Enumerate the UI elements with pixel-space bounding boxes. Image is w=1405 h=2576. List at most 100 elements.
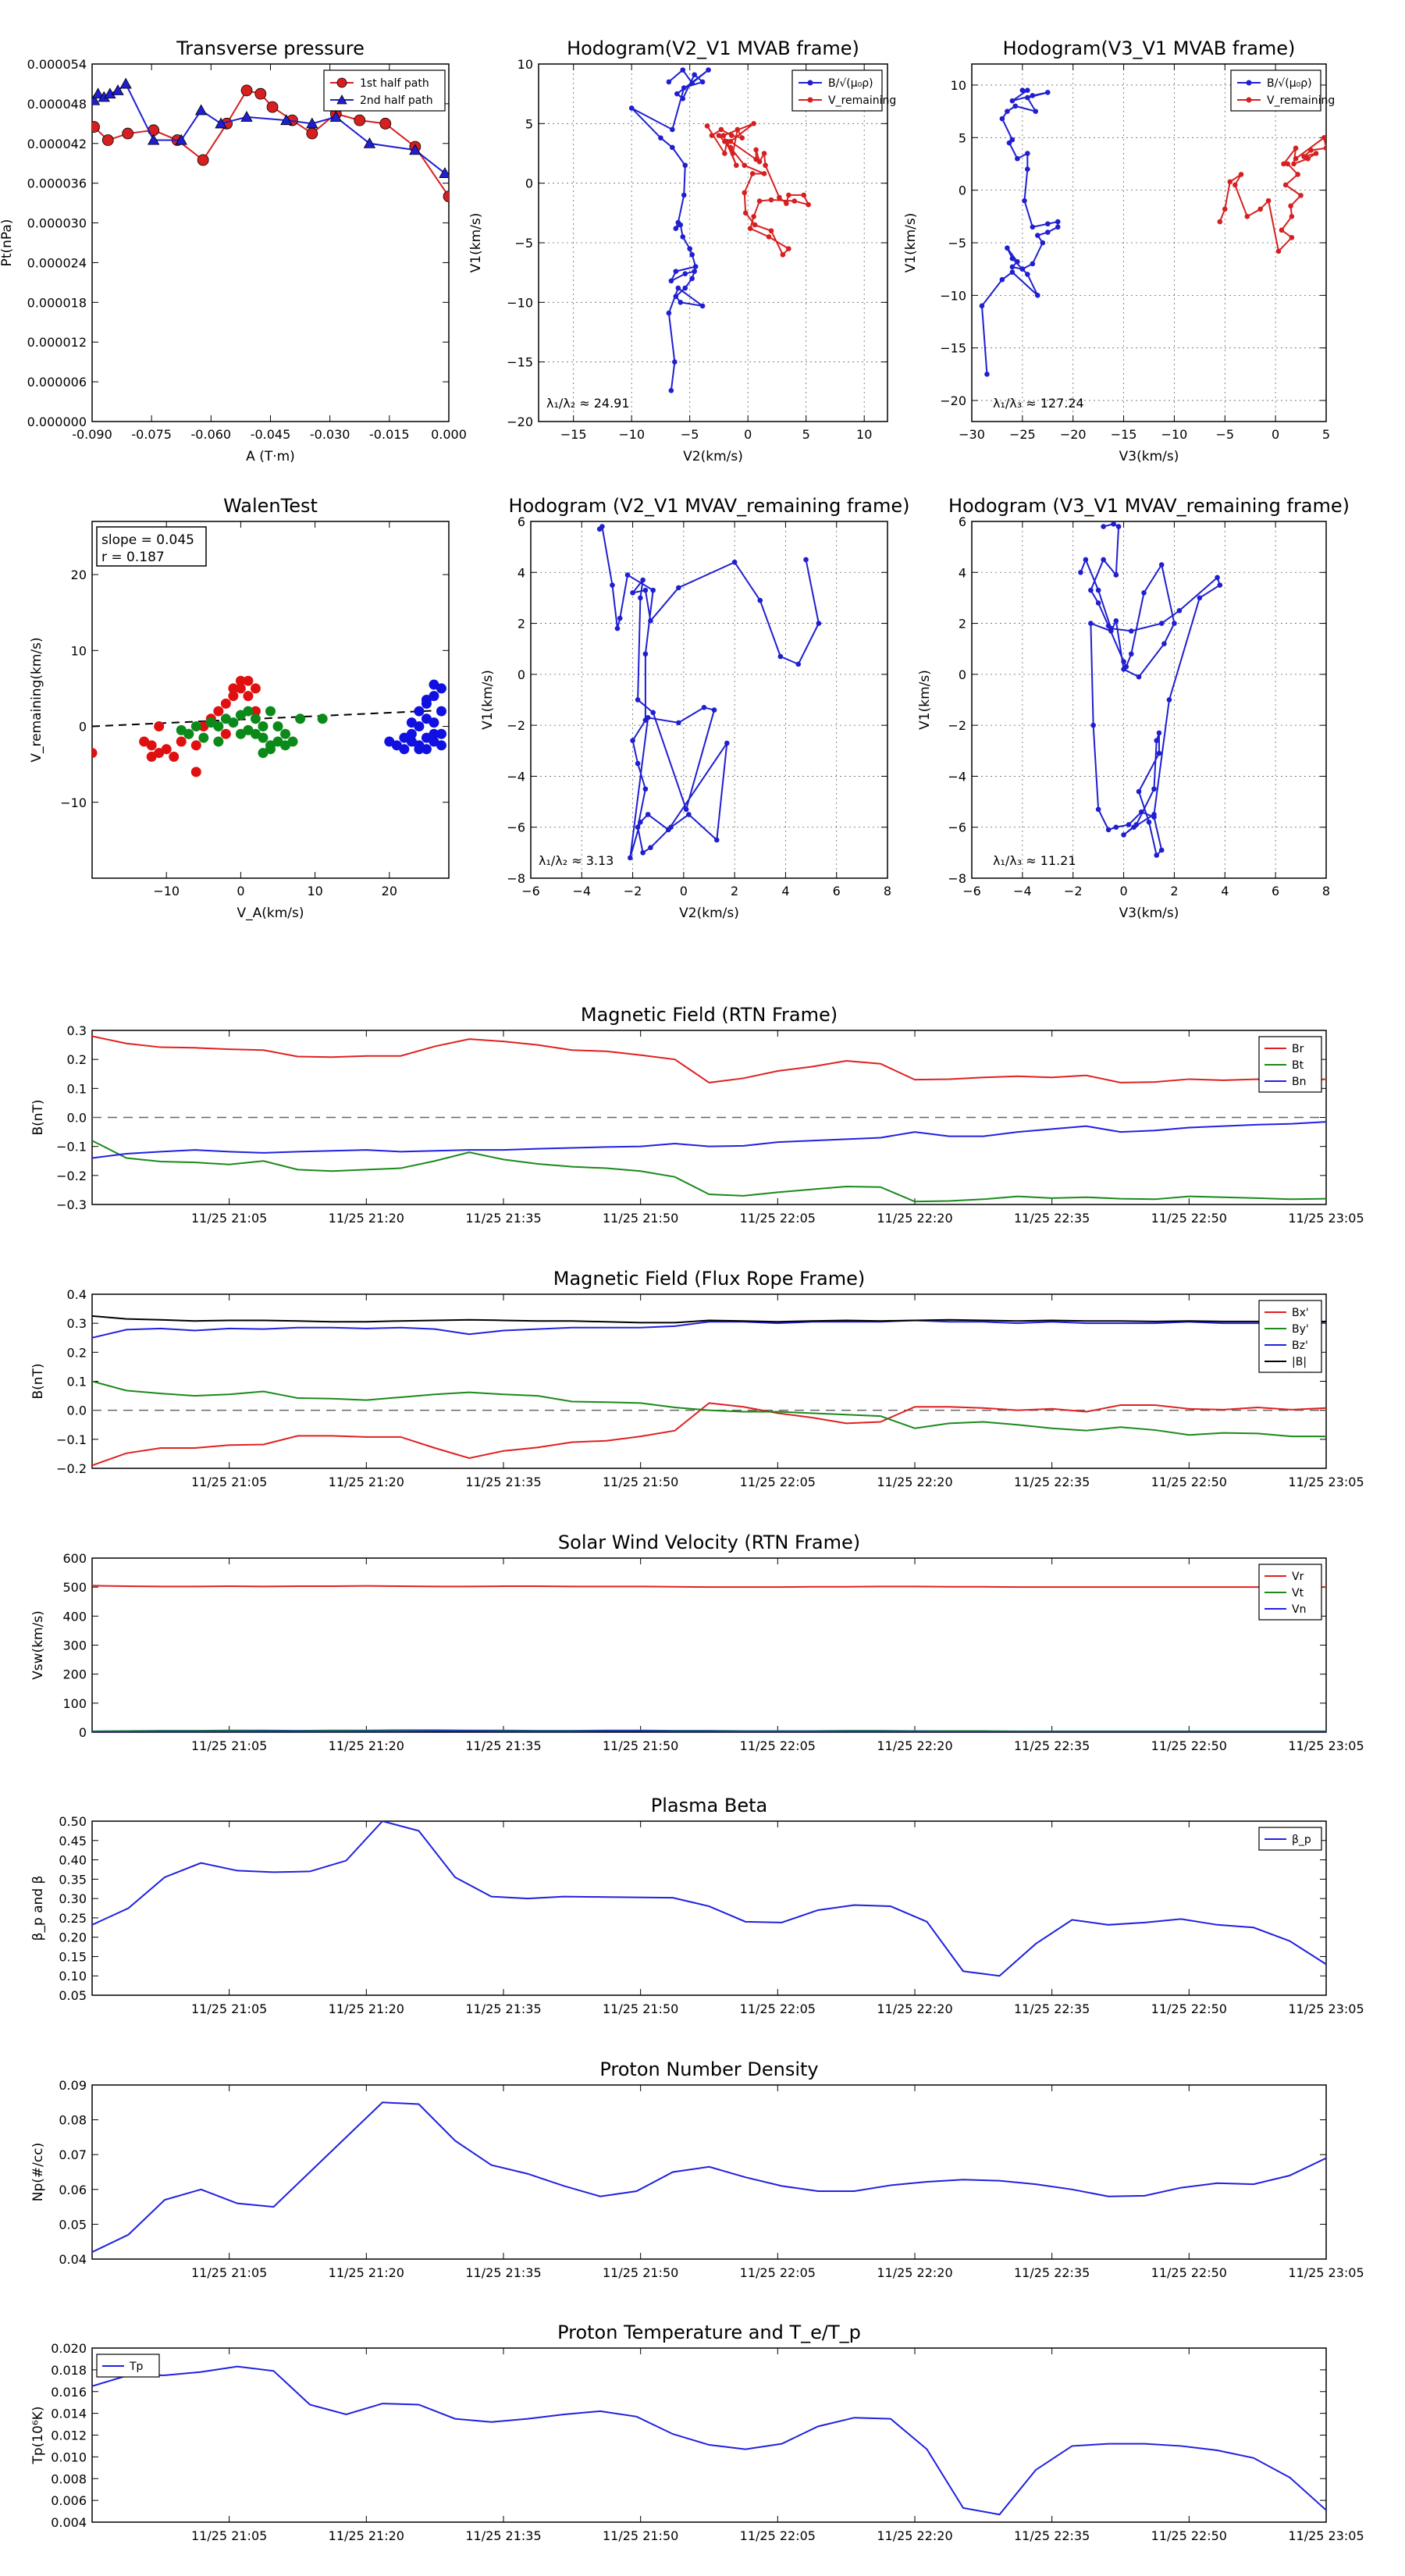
plot-area — [92, 1035, 1326, 1203]
y-tick-label: 0.016 — [51, 2385, 87, 2400]
data-point — [635, 697, 641, 703]
data-point — [780, 251, 786, 258]
x-tick-label: 11/25 23:05 — [1288, 2001, 1364, 2016]
data-point — [1176, 607, 1183, 614]
data-point — [1154, 738, 1160, 744]
data-point — [682, 271, 688, 276]
x-tick-label: 11/25 21:50 — [603, 2001, 678, 2016]
data-point — [1227, 179, 1233, 185]
data-point — [1121, 667, 1126, 672]
legend-label: Vt — [1292, 1587, 1304, 1599]
data-point — [436, 706, 446, 717]
data-point — [635, 760, 641, 767]
plot-frame — [91, 2084, 1327, 2260]
chart-title: Proton Number Density — [599, 2058, 818, 2080]
series-line-β_p — [92, 1821, 1326, 1977]
data-point — [786, 246, 791, 251]
data-point — [1146, 819, 1152, 825]
data-point — [1238, 172, 1244, 177]
data-point — [197, 154, 209, 166]
x-tick-label: 0 — [237, 884, 244, 898]
legend-marker — [336, 77, 347, 88]
data-point — [711, 707, 717, 713]
y-tick-label: 0.10 — [59, 1969, 87, 1984]
x-tick-label: 11/25 22:20 — [877, 1211, 952, 1226]
legend-label: Br — [1292, 1043, 1304, 1055]
data-point — [692, 264, 699, 269]
data-point — [1055, 219, 1061, 225]
data-point — [709, 133, 715, 138]
x-tick-label: −4 — [1013, 884, 1032, 898]
data-point — [1095, 587, 1101, 593]
data-point — [686, 812, 692, 817]
x-tick-label: 11/25 22:20 — [877, 1475, 952, 1489]
y-tick-label: 0.30 — [59, 1891, 87, 1906]
chart-title: Hodogram(V3_V1 MVAB frame) — [1003, 37, 1296, 59]
data-point — [673, 294, 679, 300]
x-tick-label: −15 — [1111, 427, 1137, 442]
legend-label: B/√(μ₀ρ) — [1267, 77, 1312, 90]
legend: Br Bt Bn — [1258, 1036, 1322, 1093]
data-point — [101, 134, 114, 146]
x-tick-label: −25 — [1009, 427, 1036, 442]
data-point — [777, 194, 782, 201]
data-point — [1009, 264, 1016, 270]
data-point — [1083, 557, 1089, 563]
x-tick-label: 11/25 22:20 — [877, 1738, 952, 1753]
chart-title: Hodogram (V3_V1 MVAV_remaining frame) — [948, 495, 1350, 517]
plot-frame — [91, 1820, 1327, 1996]
series-line-|B| — [92, 1315, 1326, 1324]
y-tick-label: −0.2 — [56, 1461, 87, 1476]
y-tick-label: 0 — [79, 1725, 87, 1740]
x-tick-label: 11/25 22:50 — [1151, 1738, 1227, 1753]
chart-title: Hodogram (V2_V1 MVAV_remaining frame) — [508, 495, 909, 517]
data-point — [148, 133, 160, 145]
x-tick-label: 11/25 21:05 — [191, 2001, 267, 2016]
x-tick-label: 11/25 21:05 — [191, 1211, 267, 1226]
data-point — [1288, 203, 1293, 209]
data-point — [739, 135, 745, 141]
data-point — [753, 147, 759, 153]
y-tick-label: 0.1 — [67, 1375, 87, 1389]
data-point — [766, 234, 772, 240]
data-point — [1019, 266, 1026, 272]
y-tick-label: 400 — [62, 1609, 87, 1624]
y-tick-label: 10 — [951, 78, 966, 93]
data-point — [678, 222, 684, 228]
data-point — [801, 192, 807, 198]
y-axis-label: V1(km/s) — [917, 670, 933, 730]
data-point — [104, 87, 116, 99]
legend-label: Bx' — [1292, 1307, 1309, 1319]
data-point — [731, 559, 738, 565]
data-point — [1308, 148, 1314, 153]
data-point — [1156, 750, 1162, 756]
data-point — [1166, 697, 1172, 703]
data-point — [1154, 852, 1160, 858]
data-point — [761, 171, 767, 176]
data-point — [699, 303, 706, 309]
x-tick-label: −5 — [681, 427, 699, 442]
data-point — [421, 744, 432, 755]
data-point — [1293, 145, 1299, 151]
data-point — [999, 276, 1005, 283]
x-tick-label: 11/25 22:20 — [877, 2001, 952, 2016]
x-tick-label: 10 — [307, 884, 322, 898]
x-tick-label: 11/25 22:50 — [1151, 2265, 1227, 2280]
legend: B/√(μ₀ρ) V_remaining — [791, 69, 896, 112]
data-point — [161, 744, 172, 755]
y-tick-label: 500 — [62, 1580, 87, 1595]
y-tick-label: −8 — [948, 871, 966, 886]
data-point — [610, 582, 615, 588]
y-tick-label: 0.50 — [59, 1814, 87, 1829]
data-point — [228, 683, 239, 694]
data-point — [1113, 572, 1119, 578]
data-point — [1217, 219, 1223, 225]
data-point — [1030, 93, 1036, 98]
data-point — [806, 201, 811, 208]
data-point — [999, 116, 1005, 122]
data-point — [668, 388, 674, 393]
x-tick-label: -0.030 — [310, 427, 350, 442]
data-point — [1275, 248, 1282, 254]
data-point — [752, 222, 758, 228]
y-tick-label: 0.06 — [59, 2183, 87, 2197]
